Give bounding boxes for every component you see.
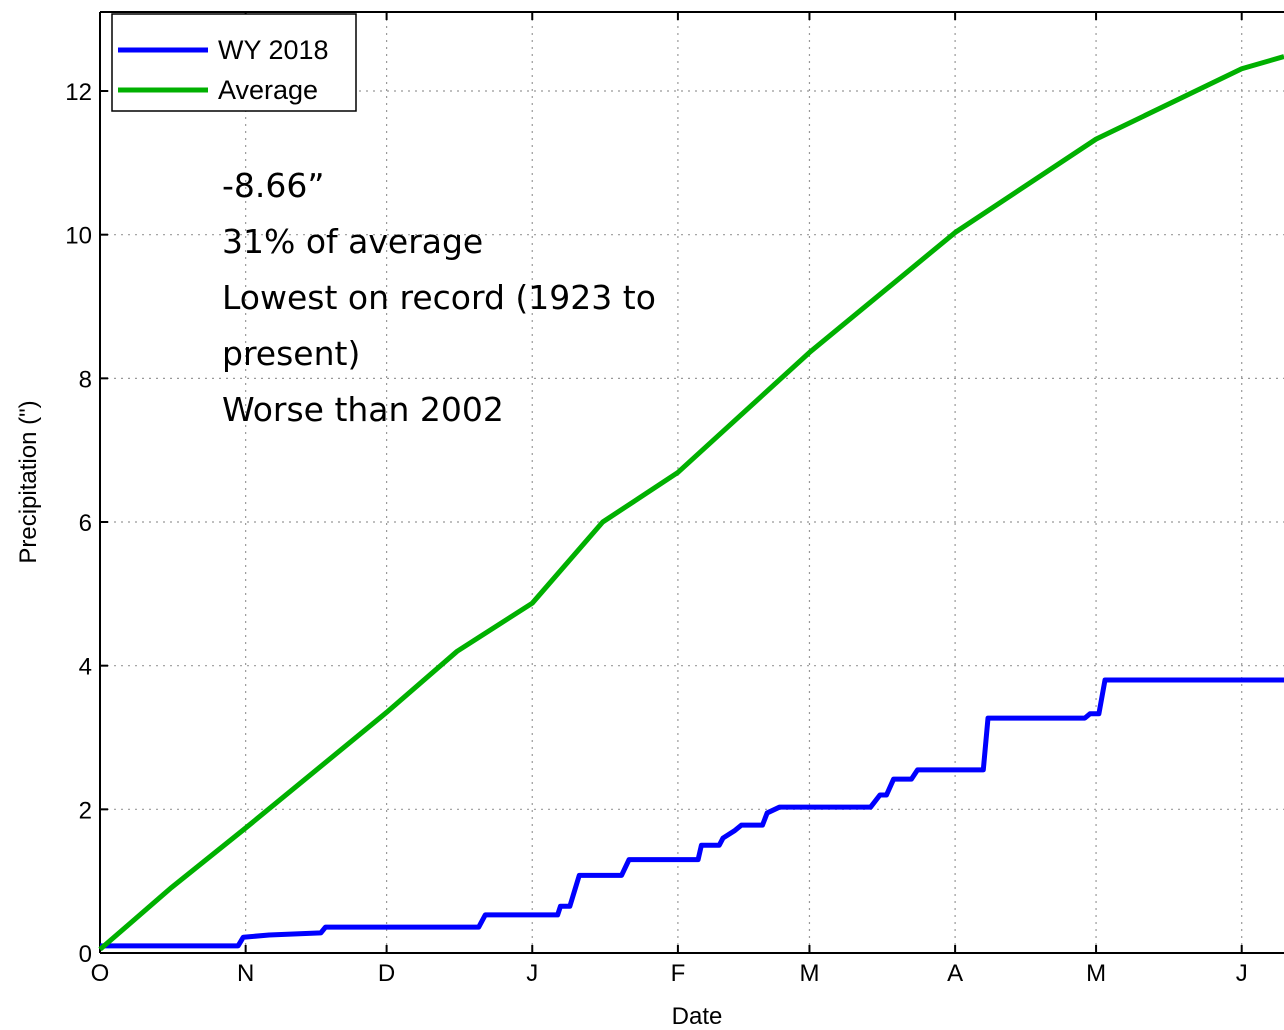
x-tick-label: M xyxy=(1086,960,1106,987)
x-tick-label: D xyxy=(378,960,395,987)
y-axis-label: Precipitation (") xyxy=(15,400,42,563)
x-tick-label: N xyxy=(237,960,254,987)
x-tick-label: J xyxy=(1236,960,1248,987)
annotation: 31% of average xyxy=(222,222,483,261)
legend-label: WY 2018 xyxy=(218,35,329,65)
y-tick-label: 2 xyxy=(79,797,92,824)
series-line xyxy=(98,54,1284,952)
y-tick-label: 6 xyxy=(79,510,92,537)
y-tick-label: 0 xyxy=(79,941,92,968)
y-tick-label: 10 xyxy=(65,223,92,250)
x-tick-label: J xyxy=(526,960,538,987)
y-tick-label: 8 xyxy=(79,366,92,393)
y-tick-label: 4 xyxy=(79,654,92,681)
annotation: Lowest on record (1923 to xyxy=(222,278,656,317)
y-tick-label: 12 xyxy=(65,79,92,106)
annotation: Worse than 2002 xyxy=(222,390,504,429)
x-tick-label: F xyxy=(671,960,686,987)
series-line xyxy=(100,677,1284,949)
annotation: present) xyxy=(222,334,360,373)
x-axis-label: Date xyxy=(672,1003,723,1030)
x-tick-label: O xyxy=(91,960,110,987)
legend-label: Average xyxy=(218,75,318,105)
x-tick-label: M xyxy=(799,960,819,987)
annotation: -8.66” xyxy=(222,166,324,205)
x-tick-label: A xyxy=(947,960,963,987)
legend-box xyxy=(111,13,357,112)
